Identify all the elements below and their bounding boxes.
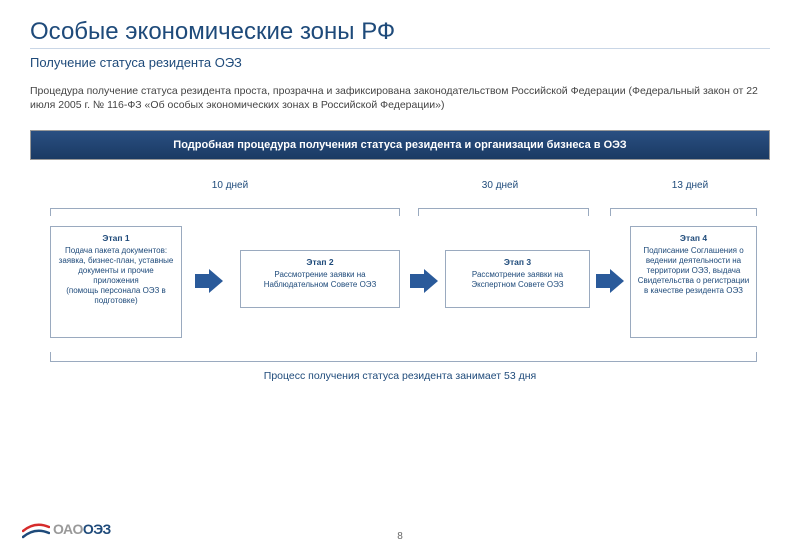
stage-title: Этап 3	[451, 257, 584, 268]
intro-text: Процедура получение статуса резидента пр…	[30, 84, 770, 112]
logo-text-blue: ОЭЗ	[83, 521, 111, 537]
duration-bracket	[610, 208, 757, 216]
page-title: Особые экономические зоны РФ	[30, 18, 770, 46]
duration-label: 13 дней	[672, 180, 708, 191]
stage-box: Этап 1 Подача пакета документов: заявка, …	[50, 226, 182, 338]
arrow-icon	[596, 270, 624, 292]
duration-label: 30 дней	[482, 180, 518, 191]
stage-title: Этап 2	[246, 257, 394, 268]
duration-labels: 10 дней 30 дней 13 дней	[30, 180, 770, 202]
stage-box: Этап 3 Рассмотрение заявки на Экспертном …	[445, 250, 590, 308]
logo-text-gray: ОАО	[53, 521, 83, 537]
title-underline	[30, 48, 770, 49]
stage-title: Этап 4	[636, 233, 751, 244]
stage-body: Подписание Соглашения о ведении деятельн…	[638, 246, 749, 295]
arrow-icon	[410, 270, 438, 292]
summary-text: Процесс получения статуса резидента зани…	[30, 370, 770, 382]
stage-box: Этап 4 Подписание Соглашения о ведении де…	[630, 226, 757, 338]
stage-box: Этап 2 Рассмотрение заявки на Наблюдатель…	[240, 250, 400, 308]
stage-body: Подача пакета документов: заявка, бизнес…	[59, 246, 174, 305]
summary-bracket	[30, 352, 770, 366]
summary-bracket-line	[50, 352, 757, 362]
flow-diagram: Этап 1 Подача пакета документов: заявка, …	[30, 220, 770, 350]
duration-bracket	[50, 208, 400, 216]
stage-body: Рассмотрение заявки на Экспертном Совете…	[471, 270, 563, 289]
logo-swoosh-icon	[22, 518, 50, 540]
stage-body: Рассмотрение заявки на Наблюдательном Со…	[264, 270, 377, 289]
stage-title: Этап 1	[56, 233, 176, 244]
duration-bracket	[418, 208, 589, 216]
arrow-icon	[195, 270, 223, 292]
duration-label: 10 дней	[212, 180, 248, 191]
company-logo: ОАООЭЗ	[22, 518, 111, 540]
page-subtitle: Получение статуса резидента ОЭЗ	[30, 55, 770, 70]
duration-brackets	[30, 208, 770, 220]
process-banner: Подробная процедура получения статуса ре…	[30, 130, 770, 160]
page-number: 8	[397, 531, 403, 542]
